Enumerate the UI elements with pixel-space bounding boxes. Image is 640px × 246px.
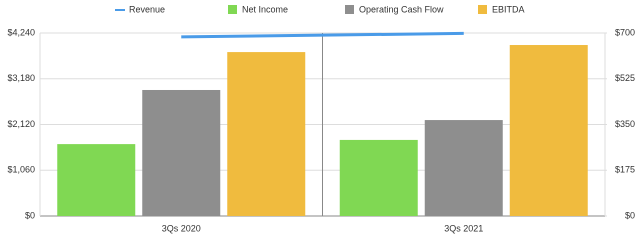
bar	[509, 45, 588, 217]
y2-tick-label: $350	[615, 119, 635, 129]
bar	[227, 52, 306, 216]
y2-tick-label: $525	[615, 73, 635, 83]
legend-label: EBITDA	[492, 4, 525, 14]
chart: $0 $1,060 $2,120 $3,180 $4,240 $0 $175 $350 $525…	[7, 4, 635, 233]
y2-tick-label: $0	[625, 210, 635, 220]
y-tick-label: $2,120	[7, 119, 35, 129]
line	[181, 31, 464, 39]
legend-label: Net Income	[242, 4, 288, 14]
bar	[424, 120, 503, 216]
y-tick-label: $0	[25, 210, 35, 220]
y-tick-label: $4,240	[7, 27, 35, 37]
legend-swatch	[478, 5, 487, 14]
y-tick-label: $3,180	[7, 73, 35, 83]
y2-tick-label: $175	[615, 165, 635, 175]
bar	[142, 89, 221, 216]
y2-tick-label: $700	[615, 27, 635, 37]
x-tick-label: 3Qs 2020	[162, 223, 201, 233]
x-tick-label: 3Qs 2021	[444, 223, 483, 233]
bar	[57, 144, 136, 216]
bar	[339, 139, 418, 216]
y-tick-label: $1,060	[7, 165, 35, 175]
legend-label: Revenue	[129, 4, 165, 14]
legend-swatch	[345, 5, 354, 14]
legend-swatch	[228, 5, 237, 14]
legend-label: Operating Cash Flow	[359, 4, 444, 14]
